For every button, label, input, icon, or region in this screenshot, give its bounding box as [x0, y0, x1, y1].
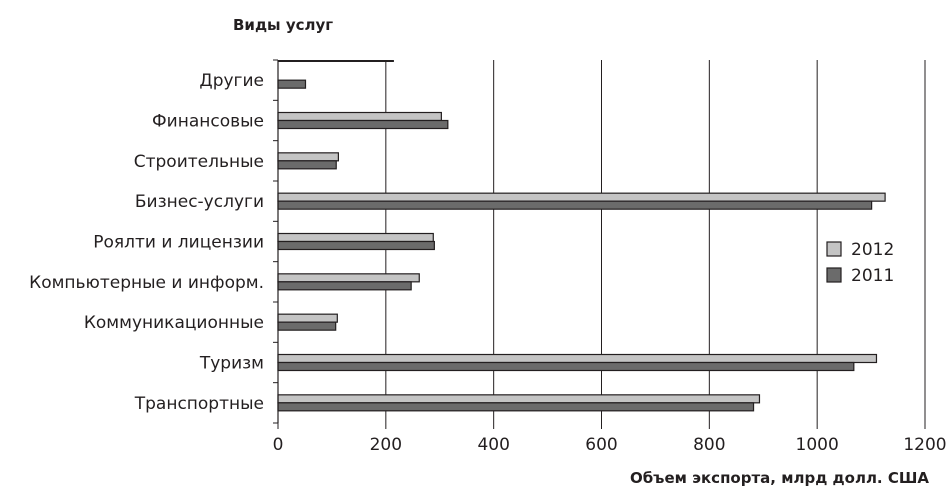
x-tick-labels: 0 200 400 600 800 1000 1200 [273, 435, 947, 455]
category-label: Компьютерные и информ. [29, 273, 264, 293]
x-tick-label: 0 [273, 435, 284, 455]
legend: 2012 2011 [826, 240, 894, 286]
bar-2012 [277, 192, 886, 202]
bar-2011 [277, 119, 449, 130]
category-label: Бизнес-услуги [135, 192, 264, 212]
category-label: Другие [199, 71, 264, 91]
category-label: Коммуникационные [84, 313, 264, 333]
bar-2011 [277, 200, 873, 210]
legend-swatch-2012 [826, 241, 842, 257]
bar-2012 [277, 313, 338, 323]
bar-2012 [277, 152, 339, 162]
bars [277, 60, 886, 412]
bar-2011 [277, 240, 435, 251]
bar-2011 [277, 281, 412, 291]
category-label: Строительные [134, 152, 264, 172]
bar-2011 [277, 402, 755, 412]
bar-2011 [277, 321, 337, 331]
bar-2012 [277, 111, 442, 122]
y-axis-title: Виды услуг [233, 16, 333, 34]
bar-2011 [277, 160, 337, 170]
x-tick-label: 400 [477, 435, 509, 455]
legend-label-2012: 2012 [851, 240, 894, 260]
bar-2012 [277, 273, 420, 283]
category-label: Туризм [199, 354, 264, 374]
bar-2011 [277, 361, 855, 372]
x-tick-label: 1000 [796, 435, 839, 455]
x-tick-label: 600 [585, 435, 617, 455]
legend-label-2011: 2011 [851, 266, 894, 286]
x-axis-title: Объем экспорта, млрд долл. США [630, 469, 929, 487]
bar-2012 [277, 232, 434, 243]
category-label: Финансовые [152, 112, 264, 132]
bar-2011 [277, 79, 307, 89]
x-tick-label: 1200 [903, 435, 946, 455]
x-tick-label: 800 [693, 435, 725, 455]
category-label: Транспортные [134, 394, 264, 414]
category-labels: Транспортные Туризм Коммуникационные Компью… [29, 71, 264, 414]
x-tick-label: 200 [370, 435, 402, 455]
legend-swatch-2011 [826, 267, 842, 283]
bar-2012 [277, 394, 761, 404]
category-label: Роялти и лицензии [93, 233, 264, 253]
bar-2012 [277, 353, 878, 364]
axes [273, 59, 926, 429]
